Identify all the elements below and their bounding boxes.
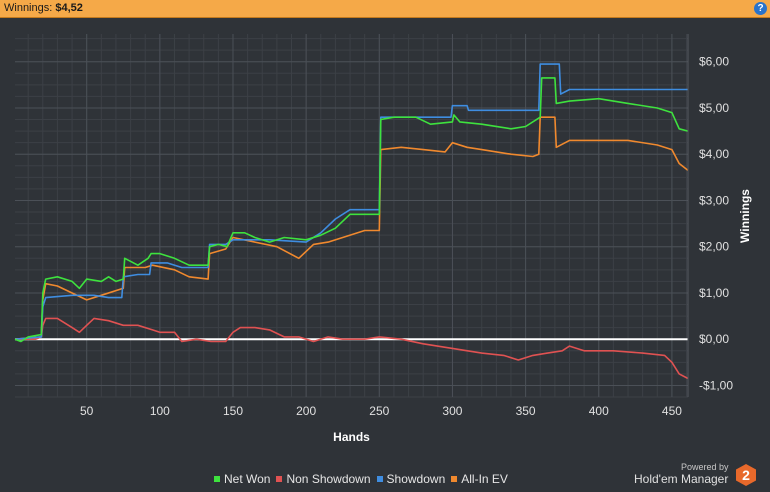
y-tick-label: -$1,00 — [699, 378, 733, 392]
brand-name: Hold'em Manager — [634, 472, 729, 486]
x-tick-label: 350 — [516, 404, 536, 418]
series-line-showdown[interactable] — [14, 63, 688, 340]
legend-label-all-in-ev: All-In EV — [461, 472, 508, 486]
legend-all-in-ev[interactable]: All-In EV — [451, 472, 508, 486]
x-tick-label: 300 — [442, 404, 462, 418]
x-tick-label: 400 — [589, 404, 609, 418]
chart-legend: Net Won Non Showdown Showdown All-In EV — [214, 472, 508, 486]
y-tick-label: $5,00 — [699, 101, 729, 115]
x-axis-title: Hands — [333, 430, 370, 444]
hem-logo-icon: 2 — [736, 464, 756, 486]
series-lines — [14, 63, 689, 380]
series-line-non-showdown[interactable] — [15, 317, 689, 380]
y-tick-label: $1,00 — [699, 286, 729, 300]
logo-label: 2 — [742, 467, 750, 483]
x-tick-label: 100 — [150, 404, 170, 418]
x-tick-label: 150 — [223, 404, 243, 418]
x-tick-label: 50 — [80, 404, 94, 418]
winnings-header: Winnings: $4,52 ? — [0, 0, 770, 18]
y-tick-label: $3,00 — [699, 193, 729, 207]
axes: 50 100 150 200 250 300 350 400 450 -$1,00 $0,00 $1,… — [80, 34, 752, 444]
grid-lines — [15, 34, 688, 398]
legend-swatch-net-won — [214, 476, 220, 482]
series-line-net-won[interactable] — [14, 77, 689, 343]
legend-swatch-showdown — [376, 476, 383, 482]
x-tick-label: 200 — [296, 404, 316, 418]
legend-label-non-showdown: Non Showdown — [286, 472, 371, 486]
x-tick-label: 450 — [662, 404, 682, 418]
legend-non-showdown[interactable]: Non Showdown — [276, 472, 371, 486]
legend-swatch-all-in-ev — [451, 476, 458, 482]
legend-swatch-non-showdown — [276, 476, 283, 482]
winnings-label: Winnings: $4,52 — [4, 2, 83, 14]
question-icon[interactable]: ? — [754, 2, 767, 15]
y-axis-title: Winnings — [738, 189, 752, 243]
legend-label-showdown: Showdown — [386, 472, 446, 486]
plot-area — [15, 34, 688, 397]
legend-label-net-won: Net Won — [224, 472, 271, 486]
y-tick-label: $2,00 — [699, 240, 729, 254]
x-tick-label: 250 — [369, 404, 389, 418]
y-tick-label: $0,00 — [699, 332, 729, 346]
powered-by-text: Powered by — [681, 462, 729, 472]
winnings-value: $4,52 — [55, 2, 83, 14]
legend-net-won[interactable]: Net Won — [214, 472, 270, 486]
series-line-all-in-ev[interactable] — [14, 116, 689, 340]
legend-showdown[interactable]: Showdown — [376, 472, 446, 486]
y-tick-label: $6,00 — [699, 55, 729, 69]
y-tick-label: $4,00 — [699, 147, 729, 161]
